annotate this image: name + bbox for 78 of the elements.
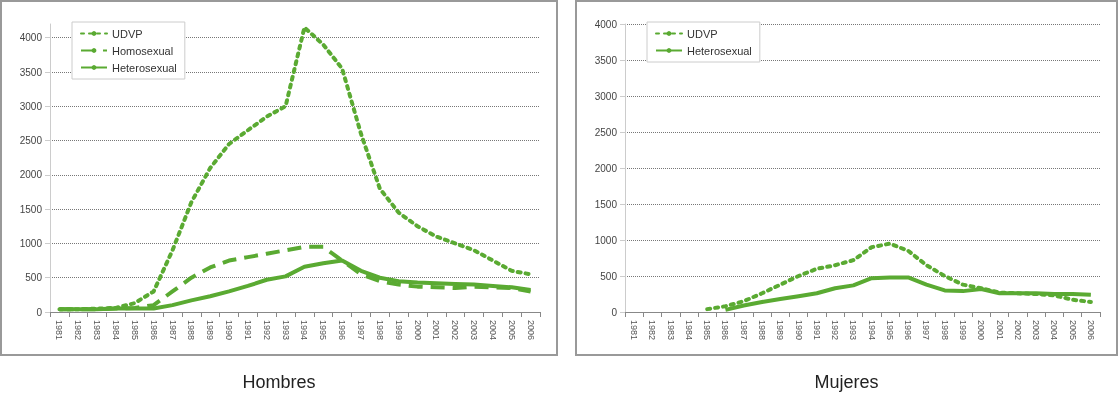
x-tick-label: 1985 [702,320,713,341]
x-tick-label: 1990 [224,320,235,341]
x-tick-label: 1993 [280,320,291,341]
x-tick-label: 1985 [129,320,140,341]
y-tick-label: 1500 [594,198,618,210]
x-tick-label: 1993 [848,320,859,341]
x-tick-label: 1996 [903,320,914,341]
x-tick-label: 1989 [775,320,786,341]
y-tick-label: 1500 [19,203,43,215]
x-tick-label: 1989 [205,320,216,341]
x-tick-label: 1997 [355,320,366,341]
x-tick-label: 1981 [54,320,65,341]
x-tick-label: 1998 [374,320,385,341]
x-tick-label: 1997 [921,320,932,341]
y-tick-label: 2500 [594,126,618,138]
x-tick-label: 2000 [412,320,423,341]
y-tick-label: 4000 [594,18,618,30]
x-tick-label: 1984 [683,320,694,341]
x-tick-label: 1996 [337,320,348,341]
y-tick-label: 1000 [19,237,43,249]
x-tick-label: 1983 [92,320,103,341]
x-tick-label: 1999 [957,320,968,341]
x-tick-label: 1984 [110,320,121,341]
y-tick-label: 3000 [594,90,618,102]
x-tick-label: 1992 [830,320,841,341]
legend-label: UDVP [687,27,718,40]
x-tick-label: 1994 [299,320,310,341]
legend-label: Heterosexual [687,44,752,57]
x-tick-label: 2006 [525,320,536,341]
x-tick-label: 1986 [148,320,159,341]
x-tick-label: 1982 [73,320,84,341]
x-tick-label: 1990 [793,320,804,341]
x-tick-label: 1994 [866,320,877,341]
y-tick-label: 1000 [594,234,618,246]
x-tick-label: 1991 [242,320,253,341]
x-tick-label: 2005 [1067,320,1078,341]
x-tick-label: 2004 [487,320,498,341]
x-tick-label: 1995 [318,320,329,341]
legend-label: UDVP [112,27,143,40]
x-tick-label: 1999 [393,320,404,341]
legend-label: Homosexual [112,44,174,57]
x-tick-label: 1987 [738,320,749,341]
x-tick-label: 1991 [811,320,822,341]
x-tick-label: 1998 [939,320,950,341]
text: Mujeres [814,372,879,392]
y-tick-label: 2000 [19,169,43,181]
x-tick-label: 1995 [884,320,895,341]
x-tick-label: 2004 [1049,320,1060,341]
x-tick-label: 2003 [469,320,480,341]
x-tick-label: 2000 [976,320,987,341]
x-tick-label: 1987 [167,320,178,341]
y-tick-label: 0 [611,306,618,318]
y-tick-label: 2500 [19,135,43,147]
x-tick-label: 2001 [994,320,1005,341]
x-tick-label: 1988 [186,320,197,341]
x-tick-label: 2002 [1012,320,1023,341]
x-tick-label: 2005 [506,320,517,341]
line-series [705,241,1093,312]
x-tick-label: 1981 [629,320,640,341]
y-tick-label: 500 [600,270,618,282]
x-tick-label: 1982 [647,320,658,341]
x-tick-label: 1992 [261,320,272,341]
x-tick-label: 1986 [720,320,731,341]
y-tick-label: 2000 [594,162,618,174]
y-tick-label: 0 [36,306,43,318]
y-tick-label: 3000 [19,100,43,112]
x-tick-label: 1988 [757,320,768,341]
y-tick-label: 3500 [19,66,43,78]
y-tick-label: 3500 [594,54,618,66]
y-tick-label: 4000 [19,32,43,44]
x-tick-label: 1983 [665,320,676,341]
x-tick-label: 2003 [1031,320,1042,341]
y-tick-label: 500 [25,272,43,284]
x-tick-label: 2002 [450,320,461,341]
x-tick-label: 2006 [1085,320,1096,341]
text: Hombres [242,372,316,392]
x-tick-label: 2001 [431,320,442,341]
legend-label: Heterosexual [112,61,177,74]
